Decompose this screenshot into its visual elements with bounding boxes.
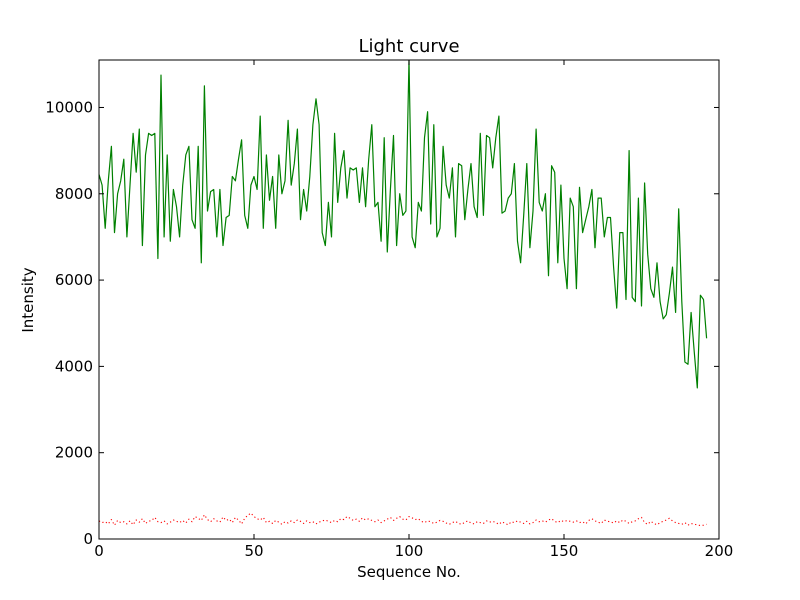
- x-axis-title: Sequence No.: [357, 563, 461, 581]
- x-tick-label: 150: [550, 542, 579, 560]
- y-tick-label: 8000: [55, 185, 93, 203]
- y-axis-title: Intensity: [19, 267, 37, 332]
- series-line-red-dotted: [99, 512, 707, 527]
- x-tick-label: 0: [94, 542, 104, 560]
- x-tick-label: 200: [705, 542, 734, 560]
- series-layer: [99, 60, 708, 527]
- y-tick-label: 10000: [45, 98, 93, 116]
- x-tick-label: 100: [395, 542, 424, 560]
- y-tick-label: 2000: [55, 444, 93, 462]
- y-tick-label: 6000: [55, 271, 93, 289]
- x-tick-label: 50: [244, 542, 263, 560]
- y-tick-label: 4000: [55, 357, 93, 375]
- series-line-green: [99, 60, 708, 389]
- chart-title: Light curve: [358, 36, 459, 57]
- y-tick-label: 0: [83, 530, 93, 548]
